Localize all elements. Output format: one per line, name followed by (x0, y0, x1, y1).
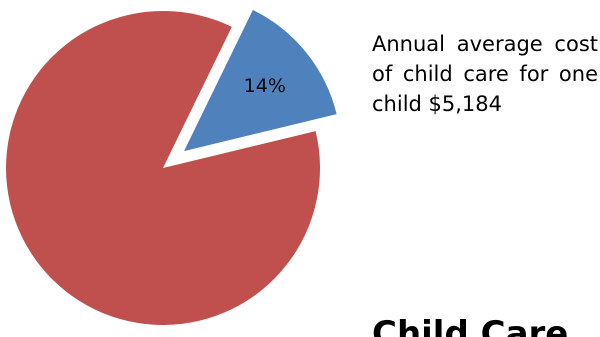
chart-annotation: Annual average cost of child care for on… (372, 32, 598, 116)
pie-slice-large (6, 10, 321, 326)
pie-slice-small (184, 9, 337, 152)
section-heading: Child Care (372, 314, 569, 337)
pie-data-label: 14% (244, 75, 286, 97)
